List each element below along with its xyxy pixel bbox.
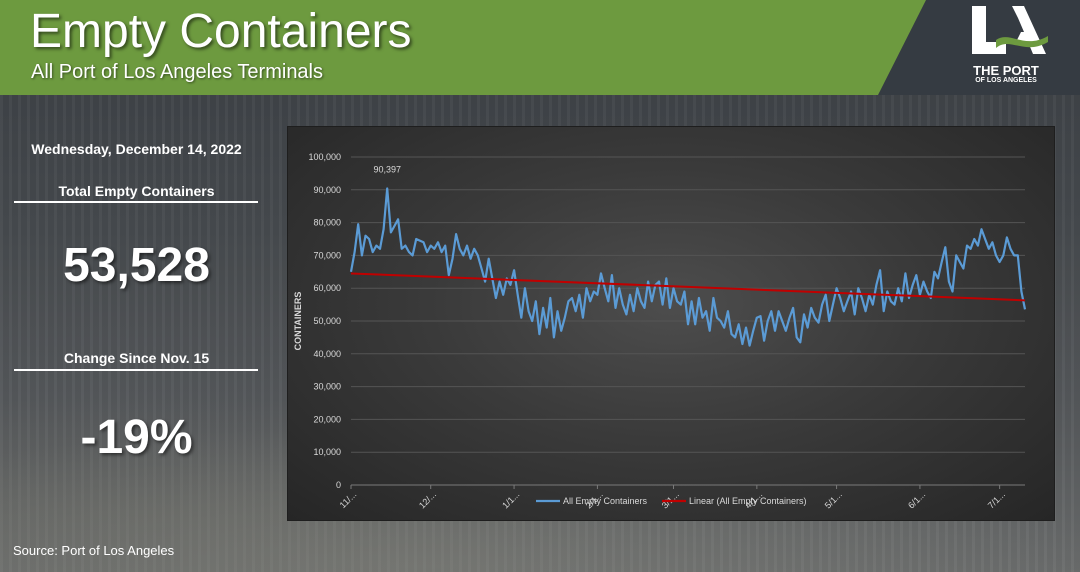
line-chart: 0 10,000 20,000 30,000 40,000 50,000 60,000 70,… [293, 152, 1027, 511]
logo-tagline: OF LOS ANGELES [975, 77, 1037, 84]
y-tick-label: 100,000 [308, 152, 341, 162]
y-axis-title: CONTAINERS [293, 292, 303, 351]
x-tick-label: 7/1... [986, 489, 1007, 510]
total-label: Total Empty Containers [58, 183, 215, 199]
y-tick-label: 10,000 [313, 447, 341, 457]
y-tick-label: 60,000 [313, 283, 341, 293]
x-tick-label: 11/... [338, 489, 359, 510]
chart: 0 10,000 20,000 30,000 40,000 50,000 60,000 70,… [287, 126, 1055, 521]
series-line-all-empty-containers [349, 187, 1027, 347]
legend-label: All Empty Containers [563, 496, 648, 506]
page-title: Empty Containers [30, 5, 412, 58]
source-note: Source: Port of Los Angeles [13, 543, 175, 558]
legend-label: Linear (All Empty Containers) [689, 496, 807, 506]
page-subtitle: All Port of Los Angeles Terminals [31, 61, 324, 83]
y-tick-label: 40,000 [313, 349, 341, 359]
y-tick-label: 70,000 [313, 250, 341, 260]
y-tick-label: 20,000 [313, 414, 341, 424]
logo-name: THE PORT [973, 63, 1039, 78]
y-tick-label: 50,000 [313, 316, 341, 326]
la-logo-icon [972, 6, 1048, 54]
y-tick-label: 90,000 [313, 185, 341, 195]
change-label: Change Since Nov. 15 [63, 350, 210, 366]
divider [14, 201, 258, 203]
x-tick-label: 1/1... [500, 489, 521, 510]
x-tick-label: 12/... [417, 489, 438, 510]
total-value: 53,528 [63, 239, 210, 292]
report-date: Wednesday, December 14, 2022 [31, 141, 242, 157]
x-tick-label: 5/1... [823, 489, 844, 510]
port-logo: THE PORT OF LOS ANGELES [958, 4, 1058, 88]
y-tick-label: 80,000 [313, 218, 341, 228]
data-label: 90,397 [373, 164, 401, 174]
y-tick-label: 0 [336, 480, 341, 490]
x-tick-label: 6/1... [906, 489, 927, 510]
trendline [350, 272, 1026, 302]
change-value: -19% [80, 411, 193, 464]
y-tick-label: 30,000 [313, 382, 341, 392]
divider [14, 369, 258, 371]
